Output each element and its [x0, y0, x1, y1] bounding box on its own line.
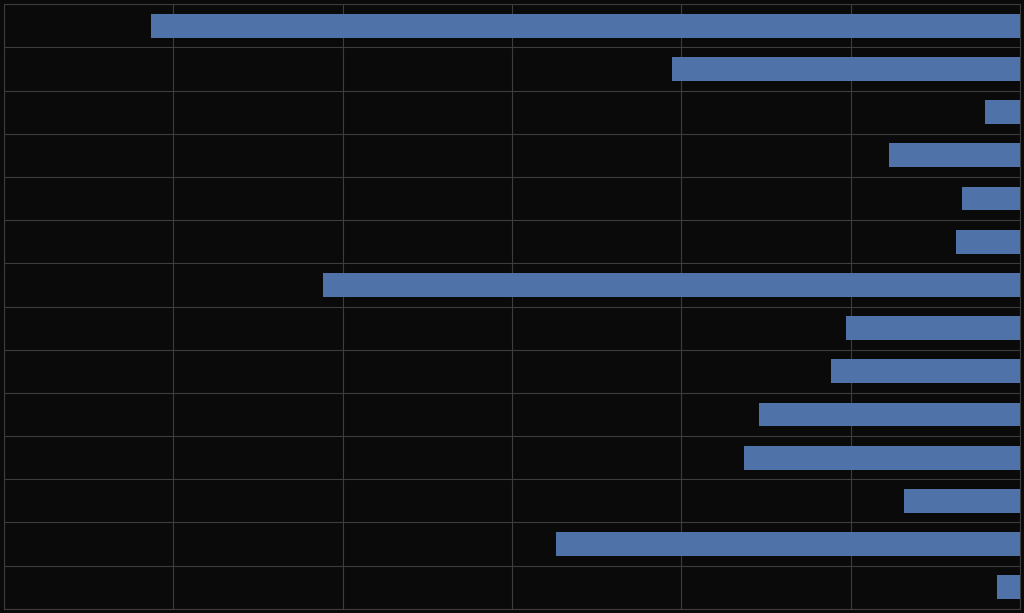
Bar — [996, 576, 1020, 599]
Bar — [744, 446, 1020, 470]
Bar — [846, 316, 1020, 340]
Bar — [962, 186, 1020, 210]
Bar — [759, 403, 1020, 427]
Bar — [672, 57, 1020, 81]
Bar — [889, 143, 1020, 167]
Bar — [956, 230, 1020, 254]
Bar — [324, 273, 1020, 297]
Bar — [151, 14, 1020, 37]
Bar — [904, 489, 1020, 512]
Bar — [556, 532, 1020, 556]
Bar — [831, 359, 1020, 383]
Bar — [985, 101, 1020, 124]
